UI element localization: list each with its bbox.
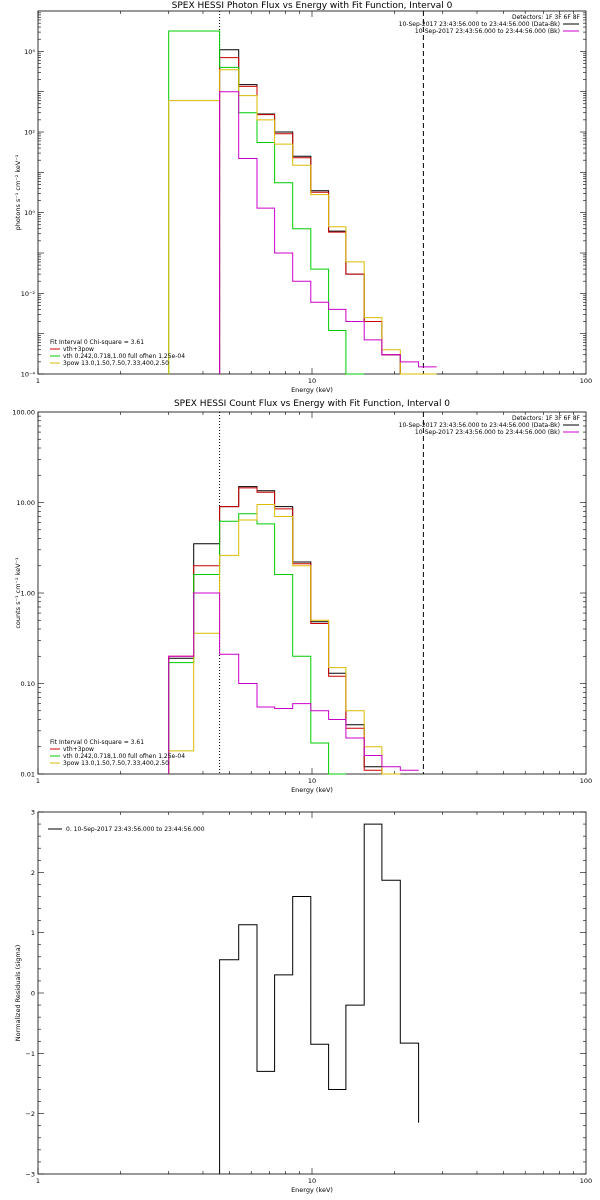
series-line-5 [219, 91, 437, 374]
fit-legend-entry: vth 0.242,0.718,1.00 full ofhen 1.25e-04 [63, 753, 185, 760]
series-group [168, 486, 419, 775]
x-axis-label: Energy (keV) [291, 1186, 333, 1194]
y-tick-label: 10⁴ [24, 48, 35, 56]
y-axis: 0.01 0.10 1.00 10.00 100.00 counts s⁻¹ cm⁻² k… [12, 409, 586, 779]
fit-legend-entry: 3pow 13.0,1.50,7.50,7.33,400,2.50 [63, 760, 169, 767]
x-tick-label: 100 [580, 377, 592, 385]
y-tick-label: 3 [31, 809, 35, 817]
y-tick-label: 10⁻⁴ [21, 371, 36, 379]
series-line-1 [168, 486, 401, 775]
y-axis-label: Normalized Residuals (sigma) [14, 945, 22, 1042]
plot-frame [37, 411, 587, 775]
y-tick-label: 10⁻² [21, 290, 36, 298]
residual-legend-entry: 0. 10-Sep-2017 23:43:56.000 to 23:44:56.… [66, 826, 205, 833]
y-tick-label: 0 [31, 990, 35, 998]
series-line-4 [168, 69, 437, 375]
plot-frame [37, 811, 587, 1175]
x-axis: 1 10 100 Energy (keV) [36, 11, 592, 394]
x-axis-label: Energy (keV) [291, 386, 333, 394]
y-axis: −3 −2 −1 0 1 2 3 Normalized Residuals (sigma) [14, 809, 586, 1179]
x-axis-label: Energy (keV) [291, 786, 333, 794]
series-group [168, 30, 437, 375]
x-tick-label: 1 [36, 377, 40, 385]
y-tick-label: 10² [24, 129, 35, 137]
y-tick-label: 0.10 [21, 680, 35, 688]
fit-legend-entry: vth 0.242,0.718,1.00 full ofhen 1.25e-04 [63, 353, 185, 360]
legend-top-entry: 10-Sep-2017 23:43:56.000 to 23:44:56.000… [415, 429, 560, 436]
y-tick-label: −3 [25, 1171, 35, 1179]
fit-legend-entry: 3pow 13.0,1.50,7.50,7.33,400,2.50 [63, 360, 169, 367]
y-tick-label: 1.00 [21, 590, 35, 598]
fit-legend-title: Fit Interval 0 Chi-square = 3.61 [50, 739, 144, 746]
chart-title: SPEX HESSI Count Flux vs Energy with Fit… [174, 399, 450, 409]
x-tick-label: 1 [36, 777, 40, 785]
y-tick-label: 1 [31, 929, 35, 937]
fit-legend-entry: vth+3pow [63, 346, 94, 353]
series-line-4 [168, 504, 401, 775]
x-axis: 1 10 100 Energy (keV) [36, 812, 592, 1194]
y-tick-label: −2 [25, 1110, 35, 1118]
series-group [219, 823, 420, 1174]
chart-3: 1 10 100 Energy (keV) −3 −2 −1 0 1 2 3 Normalized R… [14, 809, 592, 1195]
series-line-2 [168, 487, 401, 775]
y-tick-label: 10⁰ [24, 209, 35, 217]
y-axis-label: photons s⁻¹ cm⁻² keV⁻¹ [14, 154, 22, 230]
x-tick-label: 100 [580, 1177, 592, 1185]
x-tick-label: 1 [36, 1177, 40, 1185]
chart-2: SPEX HESSI Count Flux vs Energy with Fit… [12, 399, 592, 794]
y-tick-label: −1 [25, 1050, 35, 1058]
x-tick-label: 100 [580, 777, 592, 785]
legend-top-entry: 10-Sep-2017 23:43:56.000 to 23:44:56.000… [399, 422, 560, 429]
fit-legend-entry: vth+3pow [63, 746, 94, 753]
x-tick-label: 10 [308, 1177, 316, 1185]
series-line-3 [168, 30, 365, 375]
x-tick-label: 10 [308, 377, 316, 385]
series-line-1 [219, 823, 420, 1174]
legend-top-entry: 10-Sep-2017 23:43:56.000 to 23:44:56.000… [415, 28, 560, 35]
chart-1: SPEX HESSI Photon Flux vs Energy with Fi… [14, 1, 592, 394]
series-line-5 [168, 592, 419, 774]
detectors-label: Detectors: 1F 3F 6F 8F [512, 415, 581, 422]
detectors-label: Detectors: 1F 3F 6F 8F [512, 14, 581, 21]
y-tick-label: 10.00 [16, 499, 35, 507]
y-axis: 10⁻⁴ 10⁻² 10⁰ 10² 10⁴ photons s⁻¹ cm⁻² keV⁻¹ [14, 12, 586, 379]
chart-title: SPEX HESSI Photon Flux vs Energy with Fi… [172, 1, 453, 11]
y-tick-label: 0.01 [21, 771, 35, 779]
x-tick-label: 10 [308, 777, 316, 785]
y-tick-label: 2 [31, 869, 35, 877]
fit-legend-title: Fit Interval 0 Chi-square = 3.61 [50, 339, 144, 346]
y-tick-label: 100.00 [12, 409, 35, 417]
x-axis: 1 10 100 Energy (keV) [36, 412, 592, 794]
y-axis-label: counts s⁻¹ cm⁻² keV⁻¹ [14, 557, 22, 629]
series-line-3 [168, 513, 346, 775]
legend-top-entry: 10-Sep-2017 23:43:56.000 to 23:44:56.000… [399, 21, 560, 28]
